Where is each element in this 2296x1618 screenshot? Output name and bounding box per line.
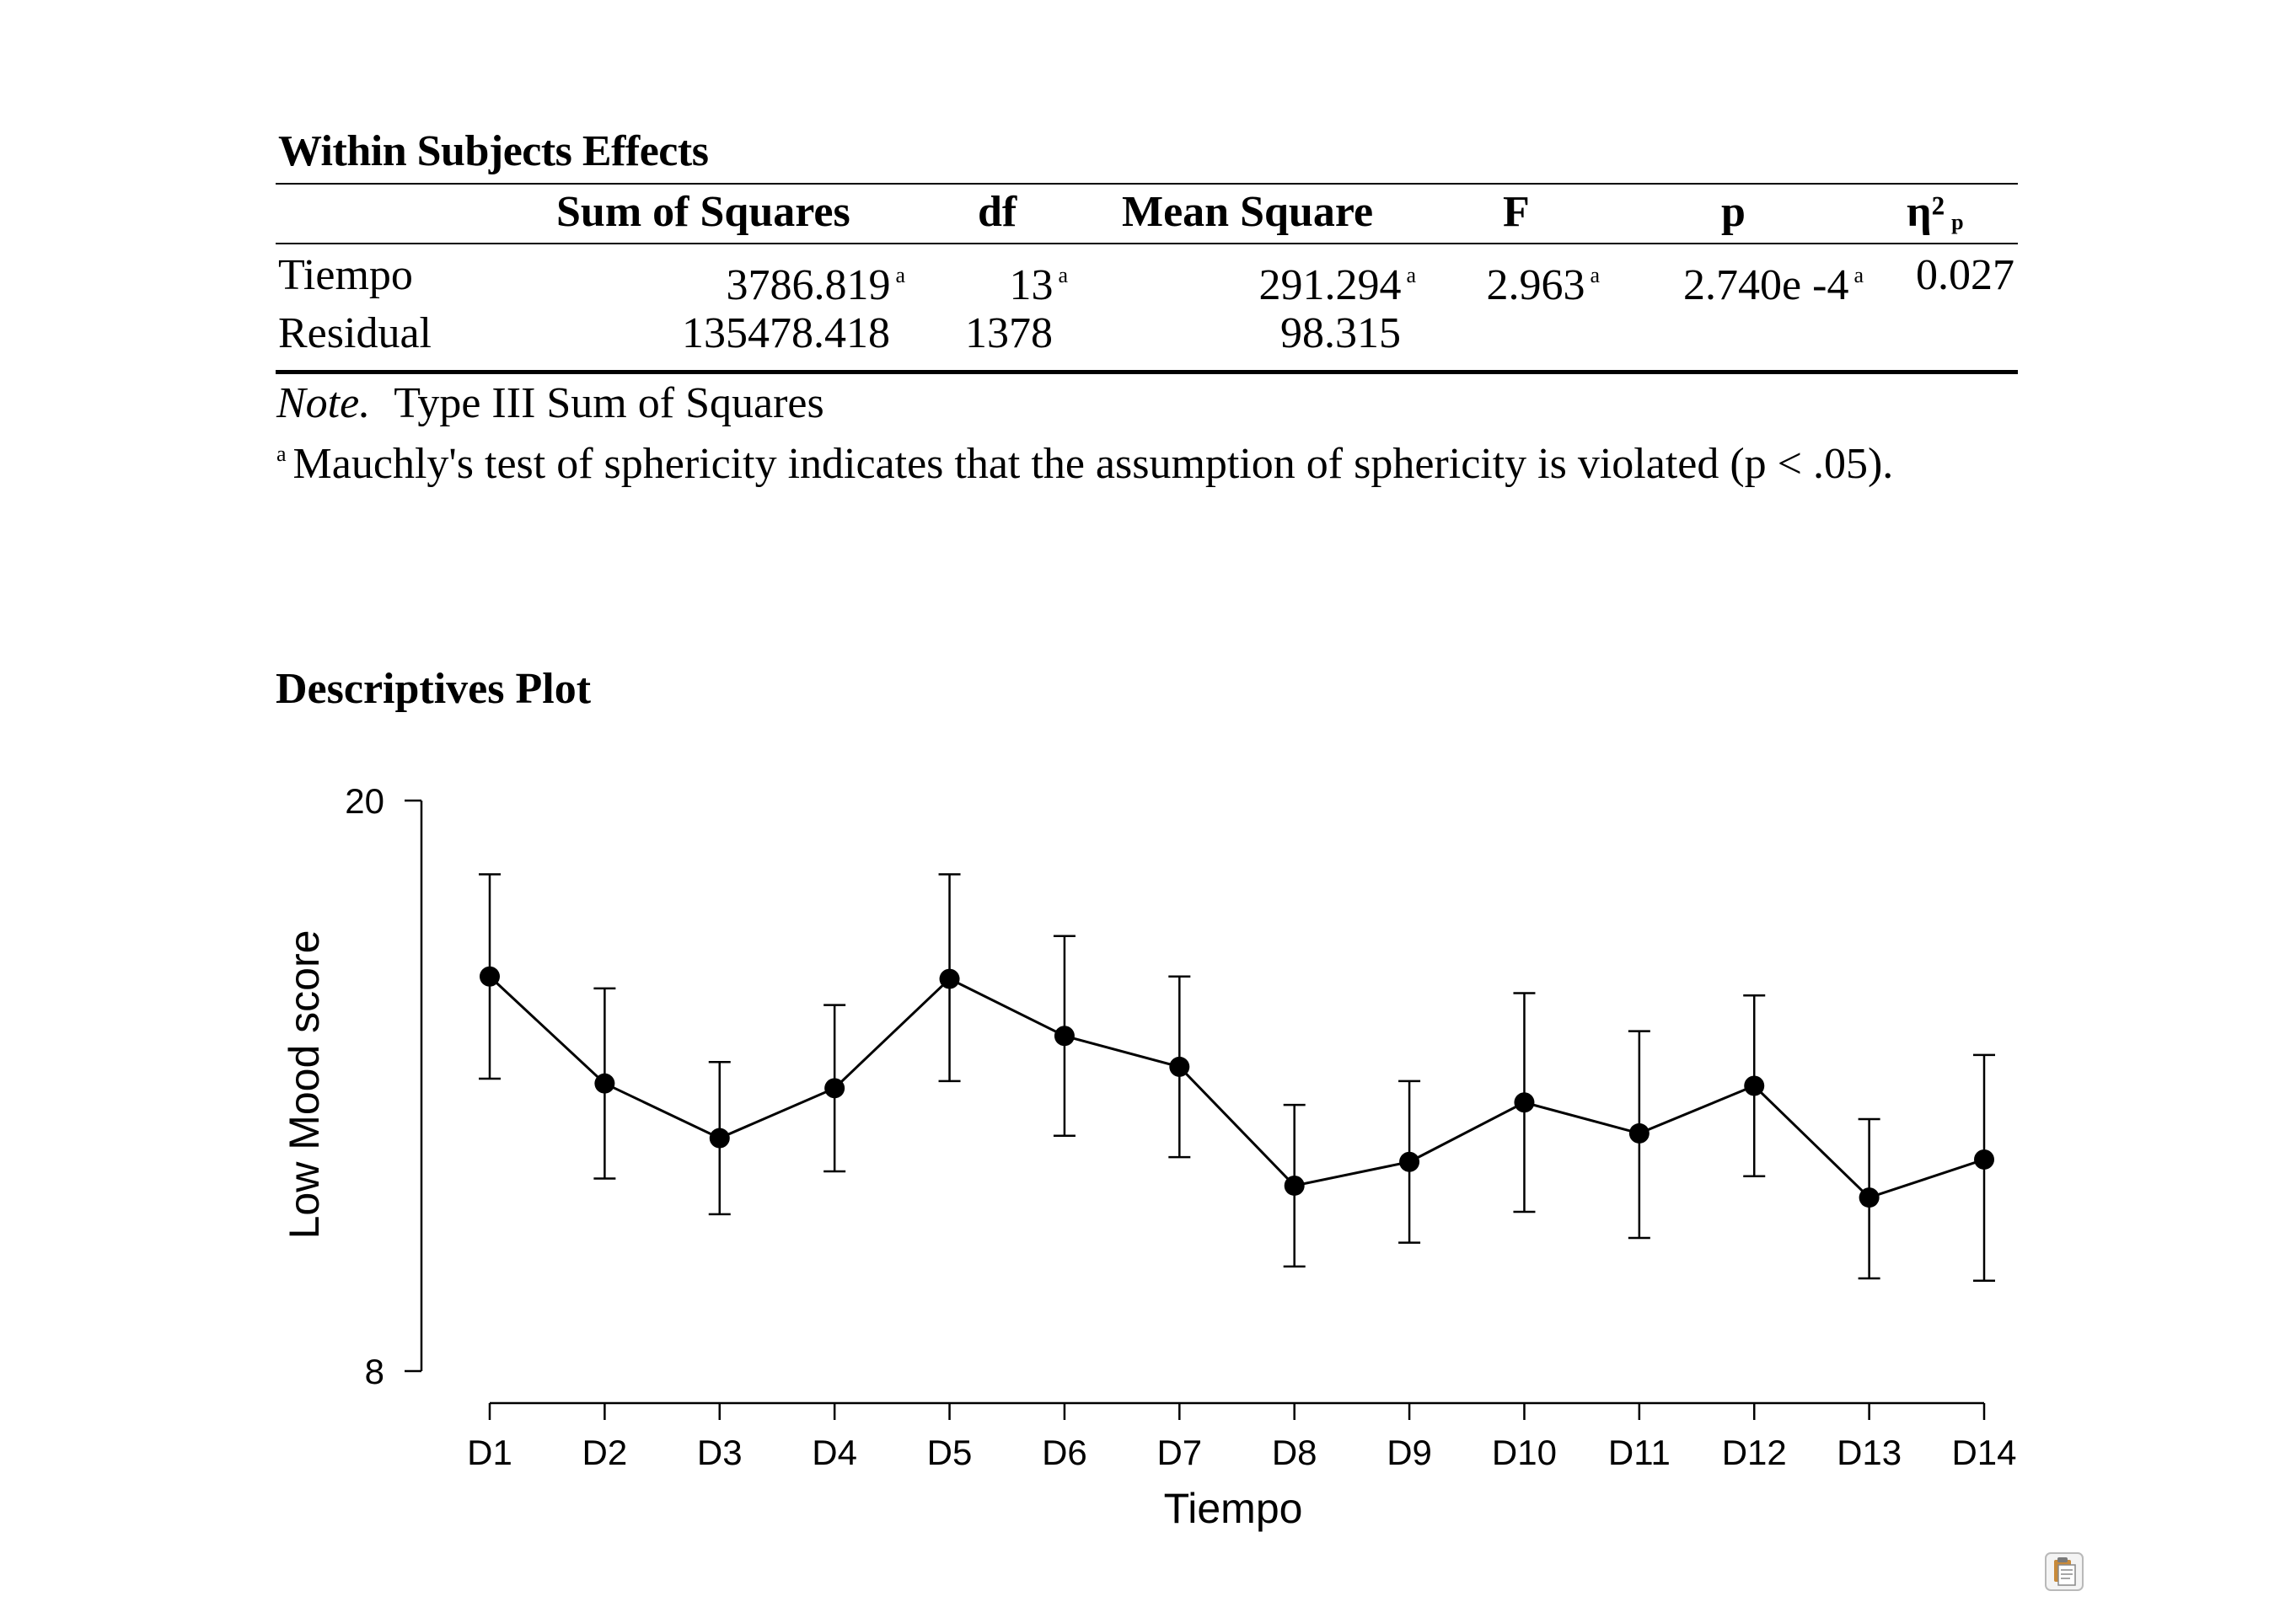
data-point-d5 [939,968,960,989]
table-header-rule [276,243,2018,244]
header-sum-of-squares: Sum of Squares [556,188,850,236]
tiempo-p: 2.740e -4 a [1683,261,1864,309]
row-label-tiempo: Tiempo [278,251,413,299]
residual-sum-of-squares: 135478.418 [682,309,890,357]
data-point-d11 [1628,1122,1650,1144]
x-tick-label-d8: D8 [1272,1433,1317,1472]
footnote-mark: a [276,442,287,466]
plot-title: Descriptives Plot [276,665,592,713]
data-point-d1 [480,966,500,987]
x-tick-label-d2: D2 [582,1433,628,1472]
data-point-d2 [594,1073,615,1094]
y-tick-label: 8 [365,1352,384,1391]
tiempo-sum-of-squares: 3786.819 a [726,261,905,309]
header-eta-squared: η² p [1907,187,1964,248]
data-point-d7 [1169,1056,1190,1077]
tiempo-f: 2.963 a [1486,261,1600,309]
x-tick-label-d11: D11 [1608,1433,1671,1472]
x-tick-label-d13: D13 [1837,1433,1902,1472]
header-df: df [978,188,1017,236]
data-point-d10 [1514,1092,1535,1113]
tiempo-mean-square: 291.294 a [1258,261,1416,309]
header-f: F [1503,188,1530,236]
footnote-text: Mauchly's test of sphericity indicates t… [292,440,1894,488]
note-text: Type III Sum of Squares [394,379,824,427]
tiempo-df: 13 a [1009,261,1068,309]
table-footnote: a Mauchly's test of sphericity indicates … [276,439,1893,489]
data-point-d6 [1054,1026,1075,1047]
clipboard-icon[interactable] [2045,1552,2084,1591]
eta-subscript: p [1951,210,1964,234]
table-note: Note. Type III Sum of Squares [276,378,824,428]
residual-mean-square: 98.315 [1280,309,1401,357]
x-tick-label-d14: D14 [1951,1433,2016,1472]
header-p: p [1721,188,1746,236]
data-point-d12 [1744,1075,1765,1096]
x-tick-label-d1: D1 [467,1433,512,1472]
data-point-d3 [709,1128,730,1149]
data-point-d14 [1974,1149,1994,1170]
x-tick-label-d5: D5 [927,1433,973,1472]
note-label: Note. [276,379,371,427]
x-tick-label-d4: D4 [812,1433,857,1472]
error-bars [479,873,1995,1283]
data-point-d8 [1284,1175,1305,1196]
x-tick-label-d6: D6 [1042,1433,1087,1472]
x-tick-label-d10: D10 [1492,1433,1557,1472]
y-axis-label: Low Mood score [281,930,328,1240]
y-axis: 8 20 [345,781,423,1391]
table-bottom-rule [276,370,2018,374]
x-tick-label-d3: D3 [697,1433,743,1472]
series-line [488,975,1985,1199]
tiempo-eta-squared: 0.027 [1916,251,2014,299]
x-axis-label: Tiempo [1164,1485,1303,1532]
eta-symbol: η² [1907,188,1945,236]
table-top-rule [276,183,2018,185]
x-tick-label-d7: D7 [1156,1433,1202,1472]
residual-df: 1378 [965,309,1053,357]
table-title: Within Subjects Effects [278,127,709,175]
y-tick-label: 20 [345,781,384,821]
data-point-d13 [1859,1187,1880,1208]
data-point-d9 [1399,1151,1420,1172]
x-tick-label-d12: D12 [1722,1433,1787,1472]
x-axis: D1 D2 D3 D4 D5 D6 D7 D8 D9 D10 D11 D12 D13 D14 [467,1401,2017,1472]
data-points [480,966,1994,1208]
x-tick-label-d9: D9 [1387,1433,1432,1472]
data-point-d4 [824,1078,845,1099]
row-label-residual: Residual [278,309,432,357]
header-mean-square: Mean Square [1122,188,1374,236]
